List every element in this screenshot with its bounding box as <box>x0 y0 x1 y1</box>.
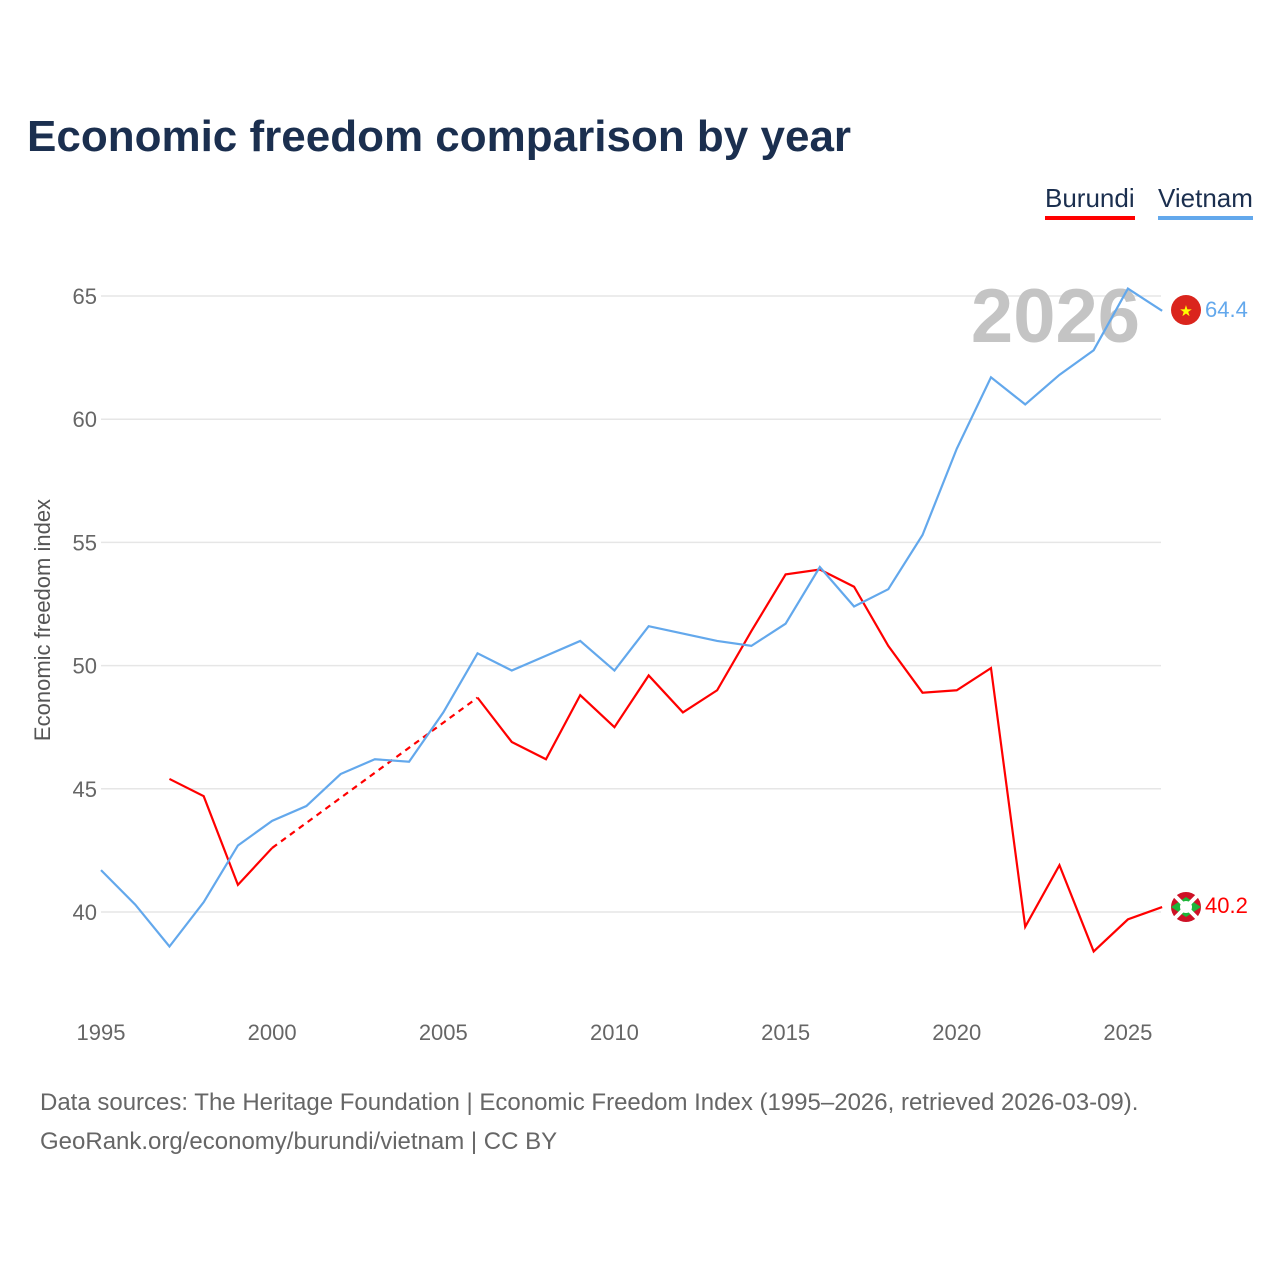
footer-link[interactable]: GeoRank.org/economy/burundi/vietnam | CC… <box>40 1128 558 1155</box>
legend-vietnam[interactable]: Vietnam <box>1158 183 1253 220</box>
burundi-flag-icon <box>1171 892 1201 922</box>
burundi-series-line <box>476 568 1163 954</box>
x-tick-label: 2020 <box>932 1020 981 1045</box>
x-tick-label: 2005 <box>419 1020 468 1045</box>
y-tick-label: 50 <box>73 654 97 679</box>
footer-sources: Data sources: The Heritage Foundation | … <box>40 1089 1139 1116</box>
svg-text:★: ★ <box>1179 303 1192 320</box>
chart-title: Economic freedom comparison by year <box>27 112 852 161</box>
x-tick-label: 2025 <box>1103 1020 1152 1045</box>
vietnam-series-line <box>100 287 1163 949</box>
vietnam-end-label: 64.4 <box>1205 297 1248 322</box>
x-tick-label: 2015 <box>761 1020 810 1045</box>
legend-burundi[interactable]: Burundi <box>1045 183 1135 220</box>
y-axis-label: Economic freedom index <box>30 499 55 741</box>
y-tick-label: 65 <box>73 284 97 309</box>
y-tick-label: 60 <box>73 407 97 432</box>
year-watermark: 2026 <box>971 274 1140 359</box>
y-tick-label: 55 <box>73 530 97 555</box>
y-tick-label: 45 <box>73 777 97 802</box>
burundi-gap-line <box>271 696 479 849</box>
burundi-series-line <box>168 777 273 887</box>
x-tick-label: 2010 <box>590 1020 639 1045</box>
burundi-end-label: 40.2 <box>1205 893 1248 918</box>
vietnam-flag-icon: ★ <box>1171 295 1201 325</box>
x-tick-label: 2000 <box>248 1020 297 1045</box>
x-tick-label: 1995 <box>77 1020 126 1045</box>
y-tick-label: 40 <box>73 900 97 925</box>
